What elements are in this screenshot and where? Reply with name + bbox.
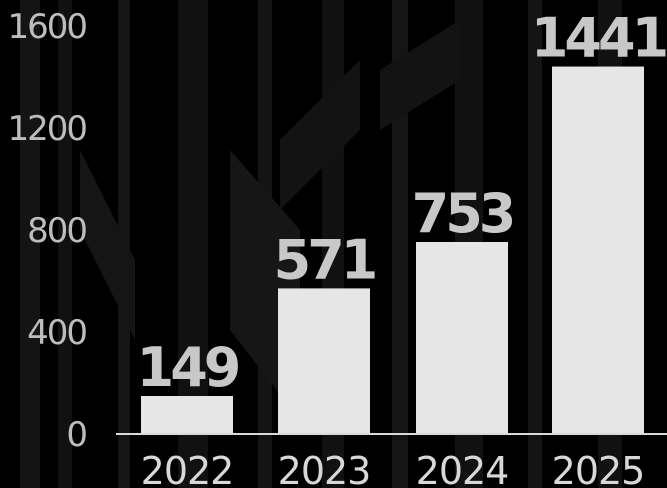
y-tick-label: 800 <box>27 211 86 251</box>
decor-shape <box>80 150 135 340</box>
y-tick-label: 1200 <box>7 109 86 149</box>
y-tick-label: 400 <box>27 313 86 353</box>
decor-stripe <box>528 0 542 488</box>
bar-2025 <box>552 66 644 435</box>
data-label: 753 <box>412 182 513 245</box>
x-tick-label: 2022 <box>141 449 234 488</box>
y-tick-label: 0 <box>66 415 86 455</box>
data-label: 1441 <box>531 7 666 70</box>
bar-2023 <box>278 288 370 434</box>
data-labels: 149 571 753 1441 <box>137 7 667 399</box>
x-axis-ticks: 2022 2023 2024 2025 <box>141 449 646 488</box>
bars <box>141 66 644 435</box>
x-tick-label: 2023 <box>278 449 371 488</box>
decor-stripe <box>20 0 40 488</box>
decor-stripe <box>58 0 72 488</box>
bar-2024 <box>416 241 508 434</box>
decor-stripe <box>392 0 408 488</box>
y-tick-label: 1600 <box>7 7 86 47</box>
decor-shape <box>380 20 460 130</box>
decor-shape <box>280 60 360 210</box>
x-tick-label: 2025 <box>552 449 645 488</box>
bar-2022 <box>141 396 233 434</box>
y-axis-ticks: 0 400 800 1200 1600 <box>7 7 88 455</box>
data-label: 571 <box>274 228 375 291</box>
x-tick-label: 2024 <box>416 449 509 488</box>
data-label: 149 <box>137 336 239 399</box>
